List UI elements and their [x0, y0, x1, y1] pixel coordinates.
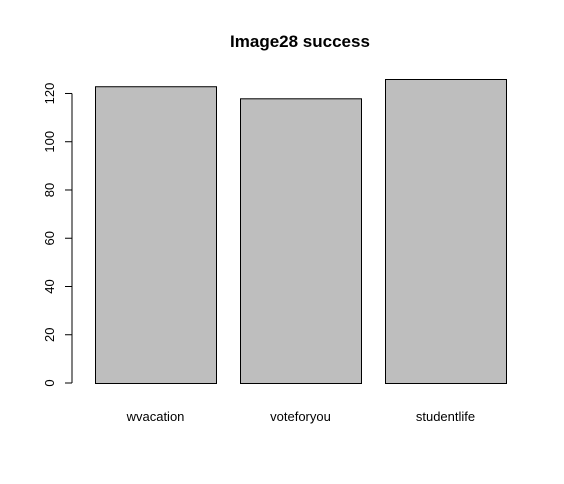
x-tick-label: wvacation [126, 409, 185, 424]
x-tick-label: studentlife [416, 409, 475, 424]
y-tick-label: 100 [42, 131, 57, 153]
bars [96, 80, 507, 384]
y-tick-label: 20 [42, 328, 57, 342]
bar-wvacation [96, 87, 217, 384]
chart-title: Image28 success [230, 32, 370, 51]
y-axis: 0 20 40 60 80 100 120 [42, 83, 72, 387]
y-tick-label: 80 [42, 183, 57, 197]
bar-studentlife [386, 80, 507, 384]
x-axis-labels: wvacation voteforyou studentlife [126, 409, 476, 424]
y-tick-label: 60 [42, 231, 57, 245]
y-tick-label: 120 [42, 83, 57, 105]
x-tick-label: voteforyou [270, 409, 331, 424]
y-tick-label: 40 [42, 279, 57, 293]
bar-voteforyou [241, 99, 362, 384]
y-tick-label: 0 [42, 379, 57, 386]
